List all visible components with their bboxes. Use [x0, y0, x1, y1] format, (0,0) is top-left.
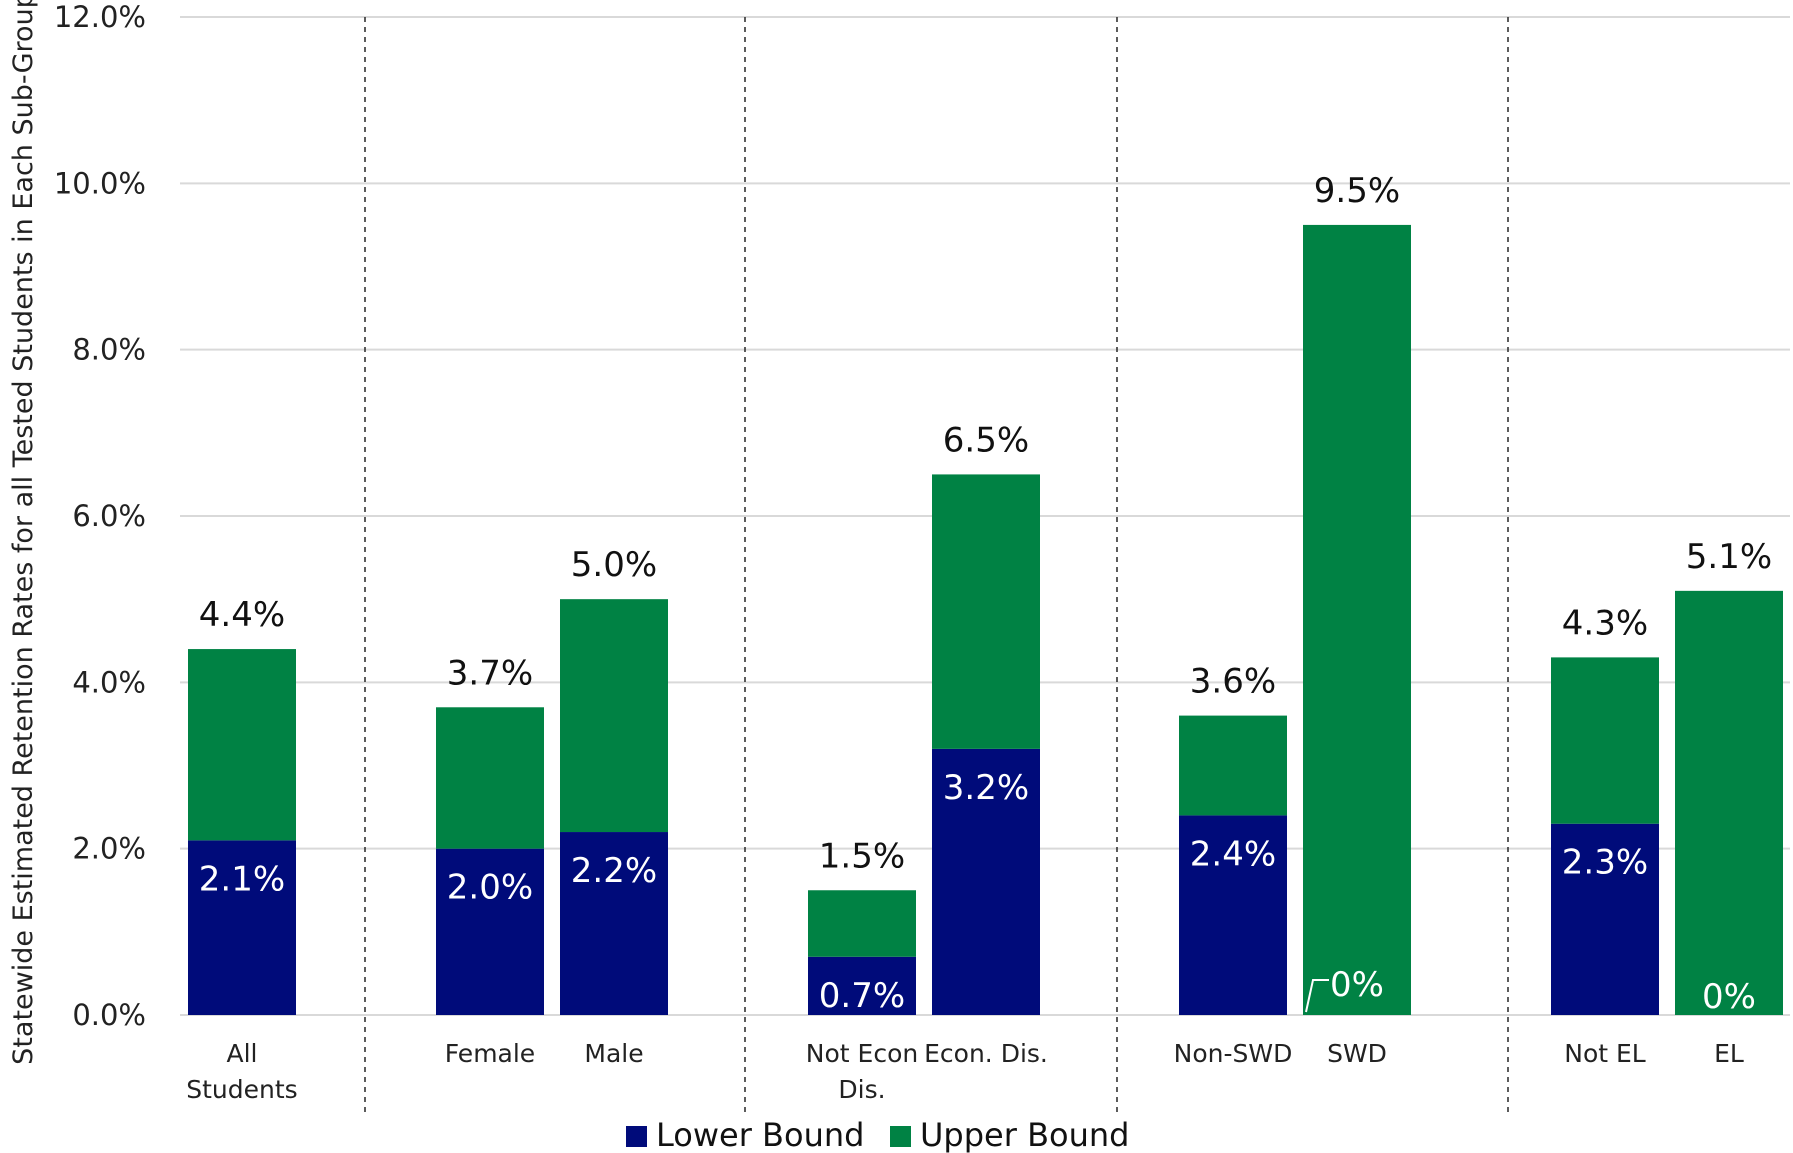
lower-bound-label: 2.4%: [1190, 834, 1276, 874]
total-label: 4.4%: [199, 595, 285, 635]
lower-bound-label: 2.1%: [199, 859, 285, 899]
bar-upper-bound: [1551, 657, 1659, 824]
total-label: 1.5%: [819, 836, 905, 876]
category-label: Non-SWD: [1174, 1039, 1293, 1068]
lower-bound-label: 0.7%: [819, 976, 905, 1016]
total-label: 5.1%: [1686, 537, 1772, 577]
y-tick-label: 10.0%: [54, 166, 146, 200]
y-tick-label: 2.0%: [72, 832, 146, 866]
bar-lower-bound: [188, 840, 296, 1015]
total-label: 3.6%: [1190, 662, 1276, 702]
category-label: Male: [584, 1039, 643, 1068]
lower-bound-label: 2.0%: [447, 868, 533, 908]
bar-lower-bound: [808, 956, 916, 1015]
category-label: Dis.: [838, 1075, 885, 1104]
y-tick-label: 12.0%: [54, 0, 146, 34]
bar-lower-bound: [560, 832, 668, 1015]
legend-swatch-upper-bound: [890, 1126, 911, 1147]
bar-upper-bound: [560, 599, 668, 833]
bar-upper-bound: [1179, 715, 1287, 816]
y-axis-label: Statewide Estimated Retention Rates for …: [8, 0, 39, 1065]
category-label: Econ. Dis.: [924, 1039, 1048, 1068]
lower-bound-label: 0%: [1330, 965, 1384, 1005]
legend-label-upper-bound: Upper Bound: [920, 1116, 1129, 1153]
category-label: Not EL: [1564, 1039, 1646, 1068]
bar-upper-bound: [808, 890, 916, 957]
legend-label-lower-bound: Lower Bound: [656, 1116, 864, 1153]
category-label: Female: [445, 1039, 535, 1068]
bar-lower-bound: [436, 848, 544, 1015]
bar-lower-bound: [932, 748, 1040, 1015]
total-label: 9.5%: [1314, 171, 1400, 211]
total-label: 5.0%: [571, 545, 657, 585]
category-label: Students: [186, 1075, 297, 1104]
lower-bound-label: 3.2%: [943, 768, 1029, 808]
total-label: 4.3%: [1562, 603, 1648, 643]
bar-upper-bound: [1303, 224, 1411, 1015]
category-label: EL: [1714, 1039, 1744, 1068]
label-leader-line: [1305, 979, 1329, 1013]
bar-upper-bound: [932, 474, 1040, 749]
lower-bound-label: 0%: [1702, 977, 1756, 1017]
category-label: Not Econ: [806, 1039, 918, 1068]
lower-bound-label: 2.3%: [1562, 843, 1648, 883]
legend-swatch-lower-bound: [626, 1126, 647, 1147]
category-label: SWD: [1327, 1039, 1387, 1068]
y-tick-label: 6.0%: [72, 499, 146, 533]
bar-lower-bound: [1179, 815, 1287, 1015]
y-tick-label: 8.0%: [72, 333, 146, 367]
lower-bound-label: 2.2%: [571, 851, 657, 891]
y-tick-label: 0.0%: [72, 998, 146, 1032]
bar-upper-bound: [1675, 590, 1783, 1015]
category-label: All: [227, 1039, 258, 1068]
total-label: 3.7%: [447, 653, 533, 693]
bar-upper-bound: [188, 649, 296, 841]
bar-upper-bound: [436, 707, 544, 849]
total-label: 6.5%: [943, 420, 1029, 460]
y-tick-label: 4.0%: [72, 665, 146, 699]
bar-lower-bound: [1551, 823, 1659, 1015]
